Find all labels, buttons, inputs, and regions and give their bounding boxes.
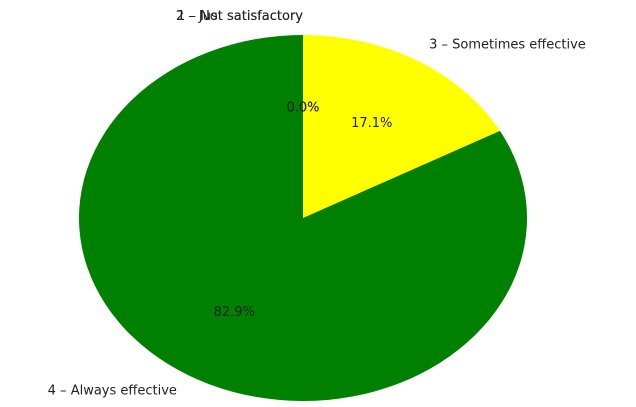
pie-slice xyxy=(79,35,528,401)
pie-slice xyxy=(303,35,500,218)
percent-label: 17.1% xyxy=(351,116,392,131)
slice-label: 2 – Just satisfactory xyxy=(176,9,303,24)
slice-label: 1 – Not satisfactory xyxy=(177,9,303,24)
slice-label: 4 – Always effective xyxy=(48,383,177,398)
percent-label: 0.0% xyxy=(286,101,319,116)
slice-label: 3 – Sometimes effective xyxy=(429,38,586,53)
percent-label: 0.0% xyxy=(286,101,319,116)
percent-label: 82.9% xyxy=(214,305,255,320)
